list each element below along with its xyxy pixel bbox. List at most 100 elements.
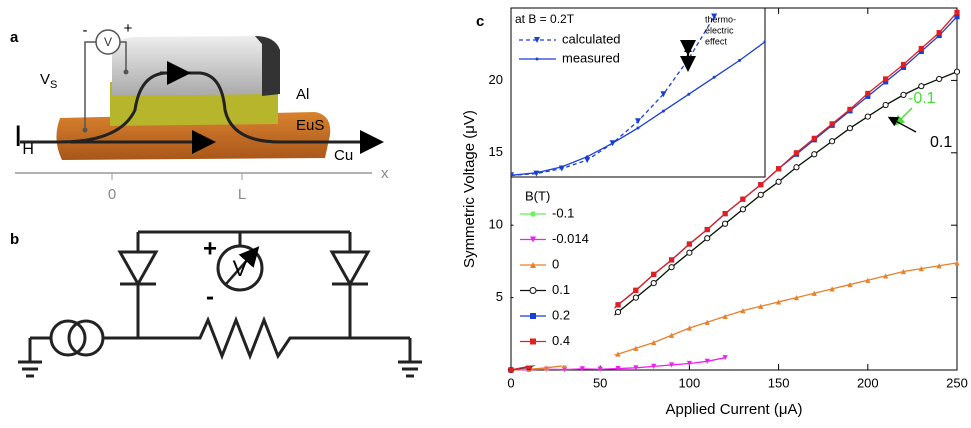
marker	[918, 45, 924, 52]
circuit-wire	[28, 230, 412, 362]
marker	[704, 226, 710, 233]
marker	[614, 308, 622, 316]
y-tick-label: 10	[489, 217, 503, 232]
marker	[738, 58, 742, 62]
marker	[722, 313, 728, 320]
x-tick-label: 50	[593, 375, 607, 390]
panel-label: b	[10, 231, 19, 248]
marker	[535, 57, 539, 61]
double-arrow-head	[684, 45, 692, 52]
marker	[561, 366, 568, 373]
annotation: 0.1	[930, 134, 952, 151]
marker	[530, 262, 536, 268]
marker	[793, 295, 800, 301]
marker	[686, 360, 692, 367]
marker	[686, 325, 692, 331]
marker	[846, 125, 854, 132]
marker	[936, 30, 942, 36]
marker	[883, 76, 889, 82]
marker	[829, 138, 836, 145]
marker	[584, 157, 591, 164]
axis-label: x	[381, 165, 389, 182]
inset-title: at B = 0.2T	[515, 12, 575, 26]
legend-label: 0.2	[552, 307, 570, 322]
marker	[847, 281, 853, 288]
voltmeter-arrow	[225, 246, 260, 285]
marker	[918, 48, 924, 55]
x-axis-label: Applied Current (μA)	[665, 401, 802, 418]
marker	[740, 308, 746, 314]
marker	[585, 155, 589, 159]
inset-annotation: thermo-	[705, 14, 736, 24]
marker	[900, 61, 907, 68]
marker	[686, 249, 693, 256]
marker	[847, 106, 853, 112]
legend-label: 0	[552, 256, 559, 271]
vs-main: V	[40, 71, 50, 88]
marker	[530, 211, 536, 217]
marker	[633, 365, 639, 371]
plus: +	[124, 20, 133, 37]
marker	[534, 171, 538, 175]
al-side	[255, 36, 280, 96]
marker	[865, 93, 871, 99]
marker	[508, 367, 514, 373]
marker	[632, 294, 639, 301]
annotation: -0.1	[908, 90, 936, 107]
current-source	[67, 319, 105, 357]
annotation-arrow	[894, 107, 913, 126]
marker	[882, 101, 889, 109]
marker	[579, 366, 585, 372]
marker	[811, 151, 818, 158]
marker	[811, 290, 817, 296]
panel-b: b V + -	[10, 230, 422, 378]
legend-label: calculated	[562, 31, 621, 46]
x-tick-label: 250	[946, 375, 968, 390]
marker	[615, 351, 621, 357]
vs-sub: S	[50, 79, 57, 91]
current-main: I	[14, 120, 22, 153]
marker	[954, 9, 960, 15]
inset-plot	[511, 13, 765, 177]
plus: +	[203, 235, 217, 262]
marker	[918, 266, 924, 272]
voltmeter-wire	[84, 41, 127, 130]
marker	[668, 257, 675, 263]
marker	[865, 90, 871, 97]
marker	[633, 287, 639, 293]
marker	[660, 91, 667, 98]
marker	[900, 64, 907, 70]
marker	[954, 14, 960, 20]
marker	[530, 313, 536, 319]
marker	[597, 366, 603, 372]
marker	[900, 268, 907, 275]
marker	[793, 164, 800, 171]
marker	[775, 178, 782, 185]
marker	[883, 273, 889, 279]
marker	[936, 75, 943, 83]
chart: 0 50 100 150 200 250 5 10 15 20 Applied Current (μ…	[461, 7, 968, 418]
y-tick-label: 5	[496, 289, 503, 304]
marker	[793, 150, 800, 156]
panel-label: a	[10, 29, 19, 46]
marker	[829, 286, 835, 292]
marker	[758, 182, 764, 188]
x-tick-label: 200	[857, 375, 879, 390]
voltmeter-label: V	[104, 35, 112, 49]
diode	[117, 250, 159, 288]
marker	[883, 79, 889, 85]
legend-label: measured	[562, 50, 620, 65]
marker	[511, 173, 513, 177]
marker	[864, 113, 871, 120]
panel-a: a V - + VS Al EuS Cu IH x 0 L	[10, 20, 389, 203]
marker	[936, 263, 942, 269]
marker	[560, 165, 564, 169]
marker	[722, 355, 728, 361]
inset-annotation: effect	[705, 36, 727, 46]
ground	[18, 360, 422, 378]
legend-label: 0.4	[552, 333, 570, 348]
marker	[668, 332, 675, 338]
voltmeter-label: V	[233, 256, 248, 281]
x-tick-label: 0	[507, 375, 514, 390]
